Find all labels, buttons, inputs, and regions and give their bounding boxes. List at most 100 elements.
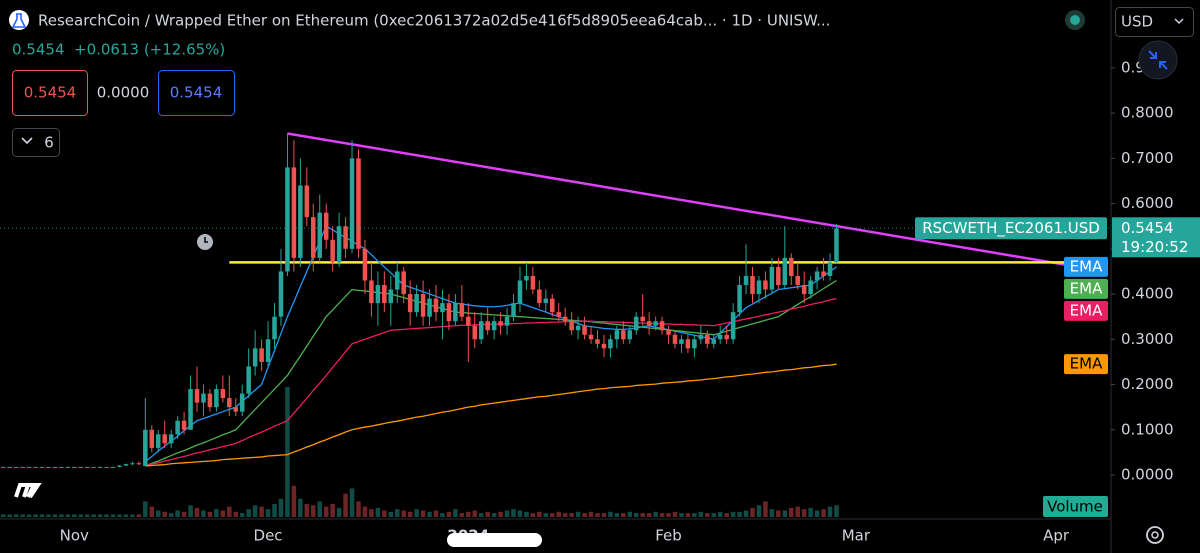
volume-bar — [356, 501, 361, 517]
candle-body — [375, 285, 381, 304]
candle-body — [382, 285, 387, 304]
ema-line — [145, 363, 837, 467]
volume-bar — [33, 514, 38, 517]
indicator-count[interactable]: 6 — [44, 134, 54, 152]
y-tick-label: 0.8000 — [1121, 104, 1174, 122]
candle-body — [653, 321, 658, 326]
currency[interactable]: USD — [1121, 13, 1153, 31]
candle-body — [181, 420, 187, 430]
candle-body — [601, 343, 607, 349]
chevron-icon — [21, 137, 33, 145]
currency-select[interactable] — [1115, 7, 1194, 37]
candle-body — [343, 226, 348, 249]
volume-bar — [698, 511, 704, 517]
candle-body — [52, 466, 58, 468]
candle-body — [207, 393, 213, 408]
candle-body — [440, 303, 445, 313]
tv-logo — [14, 483, 42, 499]
buy-box[interactable] — [158, 70, 235, 116]
plot-area — [0, 132, 1111, 517]
volume-bar — [143, 501, 148, 517]
candle-body — [621, 330, 626, 340]
volume-bar — [440, 513, 445, 517]
candle-body — [369, 280, 374, 304]
candle-body — [569, 321, 574, 331]
candle-body — [530, 275, 536, 290]
candle-body — [614, 330, 620, 340]
volume-bar — [659, 513, 665, 517]
volume-bar — [343, 493, 348, 517]
volume-bar — [485, 511, 490, 517]
scroll-thumb[interactable] — [447, 533, 542, 547]
volume-bar — [666, 513, 671, 517]
candle-body — [97, 466, 103, 468]
candle-body — [478, 321, 484, 340]
candle-body — [524, 275, 529, 281]
candle-body — [272, 316, 277, 340]
ema-label-box — [1064, 256, 1108, 277]
volume-bar — [155, 510, 161, 517]
volume-bar — [711, 513, 717, 517]
buy-price[interactable]: 0.5454 — [170, 84, 223, 102]
candle-body — [795, 275, 800, 286]
price-change: +0.0613 (+12.65%) — [74, 41, 225, 59]
y-tick-label: 0.2000 — [1121, 375, 1174, 393]
candle-body — [827, 262, 833, 276]
candle-body — [776, 266, 781, 286]
candle-body — [608, 339, 613, 349]
volume-bar — [227, 506, 232, 517]
volume-bar — [220, 510, 226, 517]
volume-bar — [801, 509, 807, 517]
price-label: 0.5454 — [1121, 219, 1174, 237]
volume-bar — [91, 514, 96, 517]
candle-body — [685, 339, 691, 349]
y-tick-label: 0.1000 — [1121, 420, 1174, 438]
volume-bar — [633, 513, 639, 517]
volume-bar — [498, 511, 503, 517]
volume-bar — [789, 507, 794, 517]
candle-body — [330, 239, 335, 263]
volume-bar — [59, 514, 64, 517]
settings-icon[interactable] — [1146, 526, 1164, 544]
volume-bar — [375, 507, 381, 517]
candle-body — [672, 334, 678, 344]
volume-bar — [717, 511, 723, 517]
candle-body — [201, 393, 206, 403]
sell-price[interactable]: 0.5454 — [24, 84, 77, 102]
candle-body — [427, 298, 432, 317]
volume-bar — [685, 513, 691, 517]
volume-bar — [827, 506, 833, 517]
volume-bar — [123, 514, 129, 517]
volume-bar — [724, 513, 729, 517]
fullscreen-button[interactable] — [1138, 40, 1178, 80]
candle-body — [13, 466, 19, 468]
volume-bar — [349, 488, 355, 517]
volume-bar — [808, 507, 813, 517]
volume-bar — [362, 506, 368, 517]
volume-bar — [433, 510, 439, 517]
ema-label-box — [1064, 354, 1108, 375]
volume-bar — [420, 510, 426, 517]
candle-body — [537, 289, 542, 304]
overlay: ResearchCoin / Wrapped Ether on Ethereum… — [9, 7, 1194, 547]
volume-bar — [407, 511, 413, 517]
volume-bar — [72, 514, 77, 517]
last-price: 0.5454 — [12, 41, 65, 59]
sell-box[interactable] — [12, 70, 88, 116]
volume-bar — [78, 514, 84, 517]
candle-body — [265, 339, 271, 362]
candle-body — [808, 280, 813, 295]
candle-body — [730, 312, 736, 340]
countdown: 19:20:52 — [1121, 238, 1188, 256]
candle-body — [640, 316, 645, 322]
volume-bar — [298, 498, 303, 517]
candle-body — [304, 185, 310, 218]
volume-bar — [814, 510, 820, 517]
indicator-toggle[interactable] — [12, 128, 60, 157]
volume-bar — [582, 513, 587, 517]
candle-body — [414, 294, 419, 313]
volume-bar — [491, 513, 497, 517]
ema-line — [145, 297, 837, 467]
volume-bar — [478, 513, 484, 517]
volume-bar — [97, 514, 103, 517]
